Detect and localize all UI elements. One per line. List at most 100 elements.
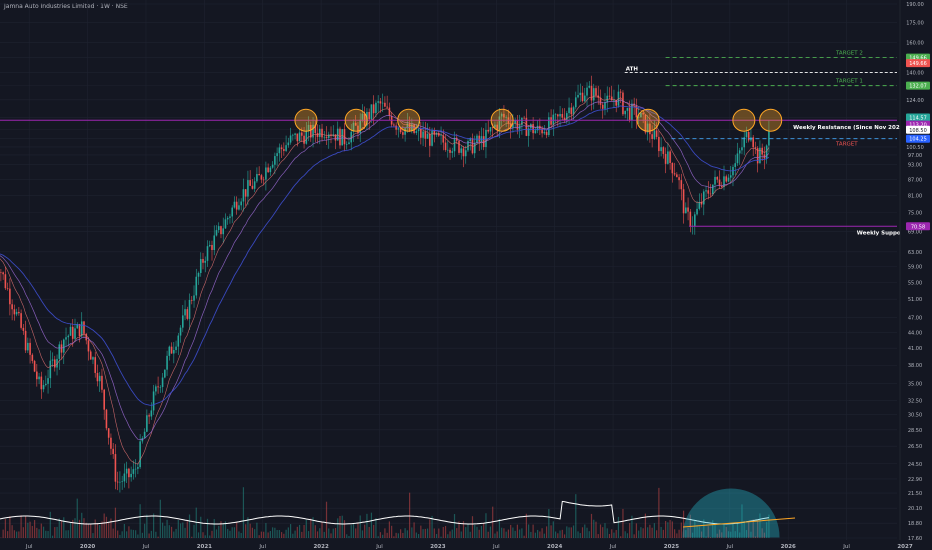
candle-body <box>707 190 710 194</box>
x-tick-label: 2020 <box>80 544 95 550</box>
candle-body <box>626 107 629 111</box>
candle-body <box>444 142 447 151</box>
candle-body <box>363 113 366 126</box>
volume-bar <box>197 532 200 538</box>
time-axis-bg <box>0 540 932 550</box>
candle-body <box>193 295 195 301</box>
candle-body <box>561 114 564 118</box>
candle-body <box>9 288 11 305</box>
y-tick-label: 140.00 <box>906 71 924 77</box>
candle-body <box>112 448 114 455</box>
candle-body <box>687 207 689 212</box>
candle-body <box>206 246 209 261</box>
volume-bar <box>153 513 155 538</box>
candle-body <box>424 131 427 139</box>
candle-body <box>727 177 730 182</box>
volume-bar <box>170 526 173 538</box>
volume-bar <box>651 527 653 538</box>
candle-body <box>527 128 530 136</box>
candle-body <box>18 311 20 314</box>
x-tick-label: Jul <box>726 544 734 550</box>
candle-body <box>350 131 353 143</box>
candle-body <box>195 276 198 296</box>
volume-bar <box>397 533 399 538</box>
volume-bar <box>29 521 31 538</box>
x-tick-label: 2022 <box>313 544 328 550</box>
volume-bar <box>314 525 316 538</box>
volume-bar <box>514 530 516 538</box>
volume-bar <box>595 521 597 538</box>
candle-body <box>637 117 640 118</box>
volume-bar <box>471 516 474 538</box>
candle-body <box>532 124 534 134</box>
candle-body <box>592 88 595 101</box>
volume-bar <box>81 512 83 538</box>
volume-bar <box>572 525 575 538</box>
y-tick-label: 24.50 <box>908 462 922 468</box>
volume-bar <box>370 512 373 538</box>
volume-bar <box>87 523 90 538</box>
candle-body <box>698 201 701 209</box>
candle-body <box>464 150 467 157</box>
volume-bar <box>341 515 343 538</box>
volume-bar <box>267 532 269 538</box>
volume-bar <box>386 532 388 538</box>
volume-bar <box>193 524 195 538</box>
candle-body <box>242 189 245 202</box>
volume-bar <box>126 531 128 538</box>
volume-bar <box>754 536 757 538</box>
volume-bar <box>456 528 458 538</box>
volume-bar <box>101 521 103 538</box>
volume-bar <box>305 519 307 538</box>
volume-bar <box>550 525 552 538</box>
candle-body <box>613 99 615 101</box>
candle-body <box>384 102 386 107</box>
candle-body <box>720 185 723 188</box>
candle-body <box>94 357 97 373</box>
y-tick-label: 69.00 <box>908 229 922 235</box>
volume-bar <box>334 527 337 538</box>
volume-bar <box>352 524 355 538</box>
volume-bar <box>233 527 236 538</box>
volume-bar <box>503 528 505 538</box>
volume-bar <box>159 499 161 538</box>
candle-body <box>220 226 222 235</box>
volume-bar <box>640 527 642 538</box>
volume-bar <box>752 519 754 538</box>
volume-bar <box>177 520 179 538</box>
ema-10-line <box>0 95 770 465</box>
volume-bar <box>449 531 451 538</box>
candle-body <box>56 358 58 368</box>
candle-body <box>352 122 355 132</box>
volume-bar <box>554 531 557 538</box>
candle-body <box>6 288 9 289</box>
candle-body <box>673 173 676 175</box>
candle-body <box>377 101 379 103</box>
candle-body <box>294 133 296 135</box>
candle-body <box>496 124 498 130</box>
volume-bar <box>65 530 67 538</box>
candle-body <box>716 176 719 180</box>
volume-bar <box>465 527 467 538</box>
volume-bar <box>530 531 532 538</box>
candle-body <box>226 217 229 220</box>
volume-bar <box>384 528 386 538</box>
candle-body <box>303 135 305 144</box>
candle-body <box>554 114 557 115</box>
volume-bar <box>552 521 554 538</box>
candle-body <box>244 189 247 197</box>
candle-body <box>269 167 272 173</box>
candle-body <box>696 208 698 215</box>
candle-body <box>763 154 766 159</box>
price-badge <box>906 113 930 122</box>
volume-bar <box>135 530 137 538</box>
candle-body <box>119 481 121 483</box>
candle-body <box>27 342 29 351</box>
candle-body <box>429 133 431 146</box>
candle-body <box>289 135 292 143</box>
candle-body <box>271 164 274 168</box>
volume-bar <box>144 523 146 538</box>
y-tick-label: 100.50 <box>906 145 924 151</box>
candle-body <box>433 130 436 135</box>
